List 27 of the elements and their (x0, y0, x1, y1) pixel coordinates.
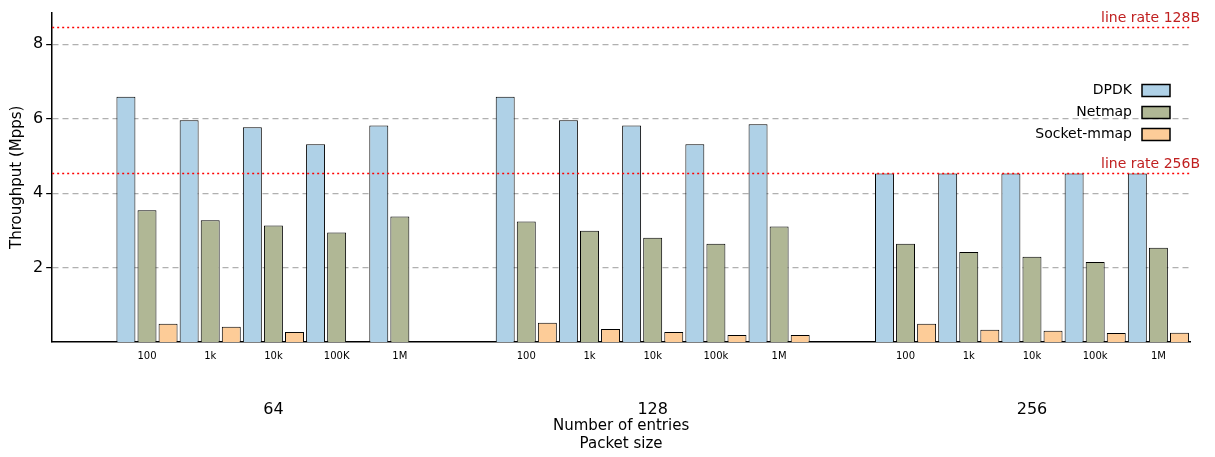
text: 64 (263, 399, 284, 419)
y-tick-label: 8 (32, 33, 44, 53)
text: 256 (1016, 399, 1048, 419)
y-axis-title: Throughput (Mpps) (6, 105, 25, 250)
x-tick-label: 100 (516, 349, 536, 361)
x-tick-label: 1k (583, 349, 596, 361)
y-tick-label: 6 (32, 107, 44, 127)
y-tick-label: 2 (32, 256, 44, 276)
x-tick-label: 100k (1082, 349, 1108, 361)
x-tick-label: 1M (771, 349, 787, 361)
x-tick-label: 1k (962, 349, 976, 361)
y-tick-label: 4 (32, 182, 44, 202)
x-tick-label: 1M (392, 349, 408, 361)
legend-label: Socket-mmap (1035, 125, 1133, 142)
x-tick-label: 100 (896, 349, 916, 361)
legend-label: Netmap (1076, 103, 1133, 120)
x-tick-label: 100k (703, 349, 729, 361)
ref-line-label: line rate 128B (1101, 9, 1200, 26)
ref-line-label: line rate 256B (1101, 155, 1200, 172)
x-tick-label: 1k (204, 349, 217, 361)
x-tick-label: 1M (1150, 349, 1166, 361)
x-tick-label: 100 (137, 349, 157, 361)
x-tick-label: 10k (264, 349, 283, 361)
legend-label: DPDK (1092, 81, 1133, 98)
x-tick-label: 100K (323, 349, 350, 361)
x-tick-label: 10k (643, 349, 663, 361)
x-tick-label: 10k (1022, 349, 1042, 361)
